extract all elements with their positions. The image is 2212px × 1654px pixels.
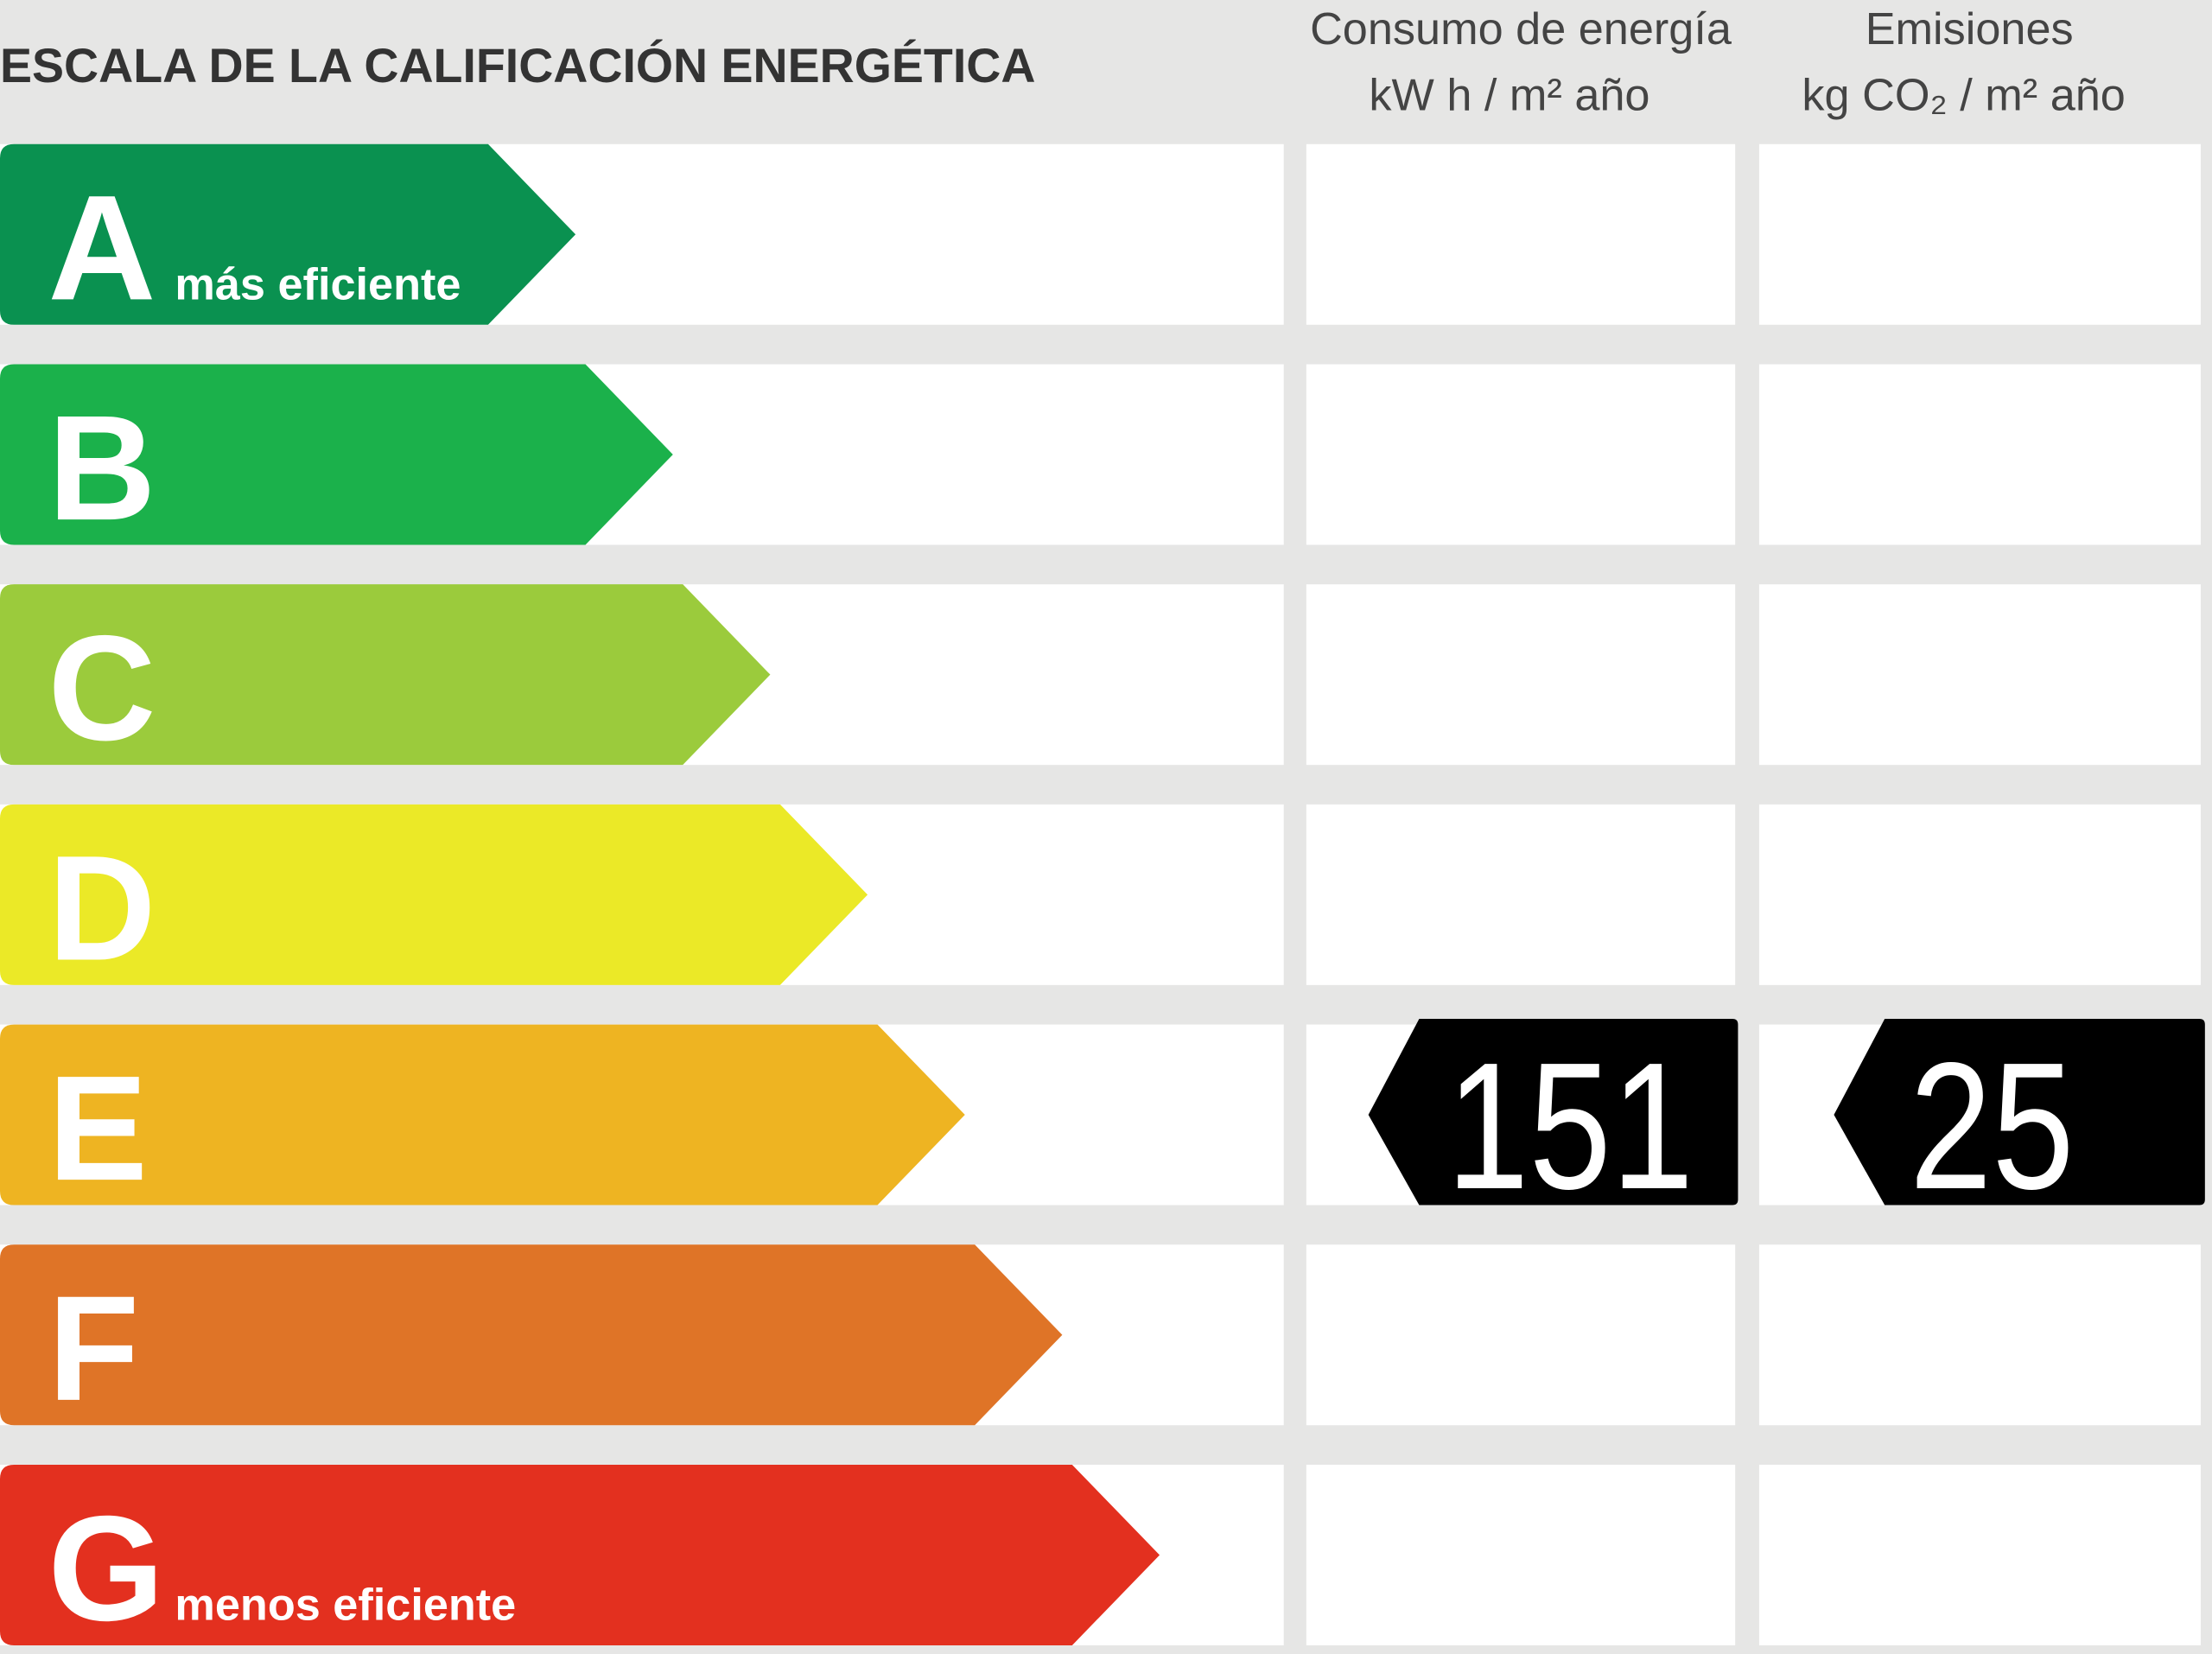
cell (1758, 804, 2201, 985)
rating-arrow (0, 584, 771, 766)
column-unit: kW h / m² año (1369, 71, 1649, 121)
rating-label: menos eficiente (175, 1581, 516, 1631)
rating-label: más eficiente (175, 259, 461, 309)
cell (1758, 1244, 2201, 1426)
rating-letter: C (48, 604, 156, 772)
cell (1306, 1244, 1736, 1426)
rating-arrow (0, 1244, 1063, 1426)
title: ESCALA DE LA CALIFICACIÓN ENERGÉTICA (0, 39, 1035, 92)
cell (1306, 584, 1736, 766)
rating-letter: E (48, 1044, 148, 1212)
rating-letter: D (48, 824, 156, 991)
rating-arrow (0, 364, 673, 545)
cell (1306, 1464, 1736, 1645)
rating-arrow (0, 143, 576, 325)
cell (1758, 1464, 2201, 1645)
cell (1306, 143, 1736, 325)
value-label: 25 (1910, 1026, 2075, 1227)
rating-arrow (0, 1464, 1160, 1645)
column-unit: kg CO₂ / m² año (1802, 71, 2125, 121)
cell (1758, 584, 2201, 766)
cell (1306, 804, 1736, 985)
column-header: Emisiones (1866, 4, 2074, 54)
value-tag (1834, 1019, 2205, 1206)
rating-letter: A (48, 163, 156, 331)
value-label: 151 (1446, 1026, 1694, 1227)
cell (1306, 364, 1736, 545)
rating-letter: G (48, 1485, 165, 1652)
value-tag (1368, 1019, 1738, 1206)
column-header: Consumo de energía (1310, 4, 1732, 54)
cell (1758, 364, 2201, 545)
cell (1758, 143, 2201, 325)
rating-letter: F (48, 1264, 140, 1432)
rating-arrow (0, 1024, 965, 1206)
rating-arrow (0, 804, 868, 985)
rating-letter: B (48, 384, 156, 551)
